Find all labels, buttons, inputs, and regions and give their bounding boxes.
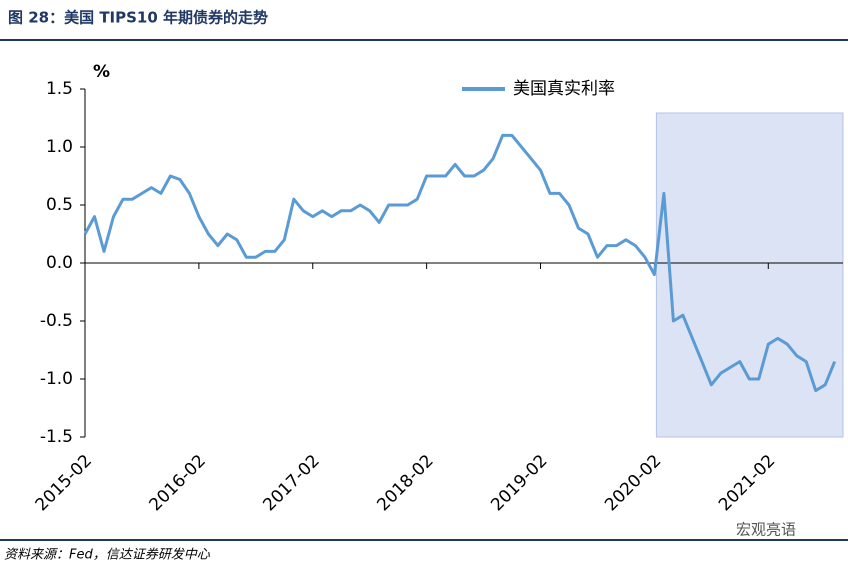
x-tick-label: 2018-02 (373, 451, 437, 515)
x-tick-label: 2017-02 (259, 451, 323, 515)
watermark: 宏观亮语 (736, 521, 796, 539)
x-tick-label: 2021-02 (715, 451, 779, 515)
y-tick-label: -1.0 (40, 369, 73, 389)
series-line (83, 133, 837, 393)
x-tick-label: 2016-02 (146, 451, 210, 515)
source-note: 资料来源：Fed，信达证券研发中心 (4, 548, 211, 563)
legend-label: 美国真实利率 (513, 79, 615, 99)
y-tick-label: -1.5 (40, 427, 73, 447)
x-tick-label: 2015-02 (32, 451, 96, 515)
y-tick-label: 1.5 (46, 79, 73, 99)
chart-title: 图 28：美国 TIPS10 年期债券的走势 (8, 9, 268, 27)
y-tick-label: 0.5 (46, 195, 73, 215)
y-axis-unit: % (93, 62, 110, 82)
x-tick-label: 2019-02 (487, 451, 551, 515)
x-tick-label: 2020-02 (601, 451, 665, 515)
y-tick-label: 1.0 (46, 137, 73, 157)
y-tick-label: -0.5 (40, 311, 73, 331)
y-tick-label: 0.0 (46, 253, 73, 273)
